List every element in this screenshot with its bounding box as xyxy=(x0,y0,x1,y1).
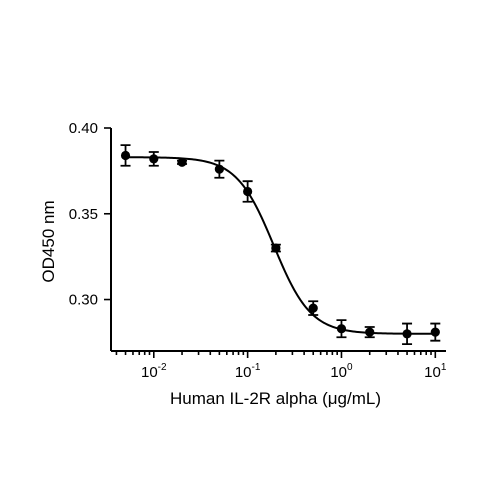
x-tick-base: 10 xyxy=(235,364,252,381)
x-tick-exponent: -2 xyxy=(158,362,167,373)
data-point xyxy=(149,154,159,164)
data-point xyxy=(336,324,347,334)
data-point-group xyxy=(430,322,441,342)
data-point xyxy=(243,186,253,197)
y-tick-label: 0.35 xyxy=(69,206,98,223)
y-ticks: 0.30 0.35 0.40 xyxy=(69,120,111,309)
x-tick-label: 100 xyxy=(330,362,353,381)
x-tick-label: 10-2 xyxy=(141,362,167,381)
x-tick-exponent: -1 xyxy=(252,362,261,373)
data-point-group xyxy=(336,319,347,339)
axes xyxy=(110,128,446,352)
data-point-group xyxy=(148,151,159,167)
data-point-group xyxy=(270,243,281,253)
x-tick-label: 10-1 xyxy=(235,362,261,381)
data-point xyxy=(308,303,318,313)
data-point xyxy=(402,329,412,339)
x-tick-base: 10 xyxy=(424,364,441,381)
data-point xyxy=(177,157,187,167)
data-point xyxy=(365,327,375,337)
data-point-group xyxy=(120,144,131,167)
x-tick-label: 101 xyxy=(424,362,447,381)
y-axis-title: OD450 nm xyxy=(39,200,58,282)
data-point-group xyxy=(242,180,253,203)
data-points xyxy=(120,144,441,346)
data-point xyxy=(214,164,224,174)
x-tick-base: 10 xyxy=(330,364,347,381)
data-point xyxy=(430,327,440,337)
fit-curve xyxy=(125,156,436,335)
data-point xyxy=(120,150,131,161)
y-tick-label: 0.40 xyxy=(69,120,98,137)
x-tick-base: 10 xyxy=(141,364,158,381)
data-point-group xyxy=(214,159,225,179)
data-point-group xyxy=(402,322,413,346)
data-point-group xyxy=(177,157,188,167)
x-tick-exponent: 1 xyxy=(441,362,447,373)
data-point xyxy=(271,243,281,253)
data-point-group xyxy=(308,300,319,316)
x-axis-title: Human IL-2R alpha (μg/mL) xyxy=(170,389,381,408)
x-ticks: 10-2 10-1 100 101 xyxy=(115,351,447,381)
data-point-group xyxy=(364,326,375,339)
x-tick-exponent: 0 xyxy=(347,362,353,373)
y-tick-label: 0.30 xyxy=(69,292,98,309)
